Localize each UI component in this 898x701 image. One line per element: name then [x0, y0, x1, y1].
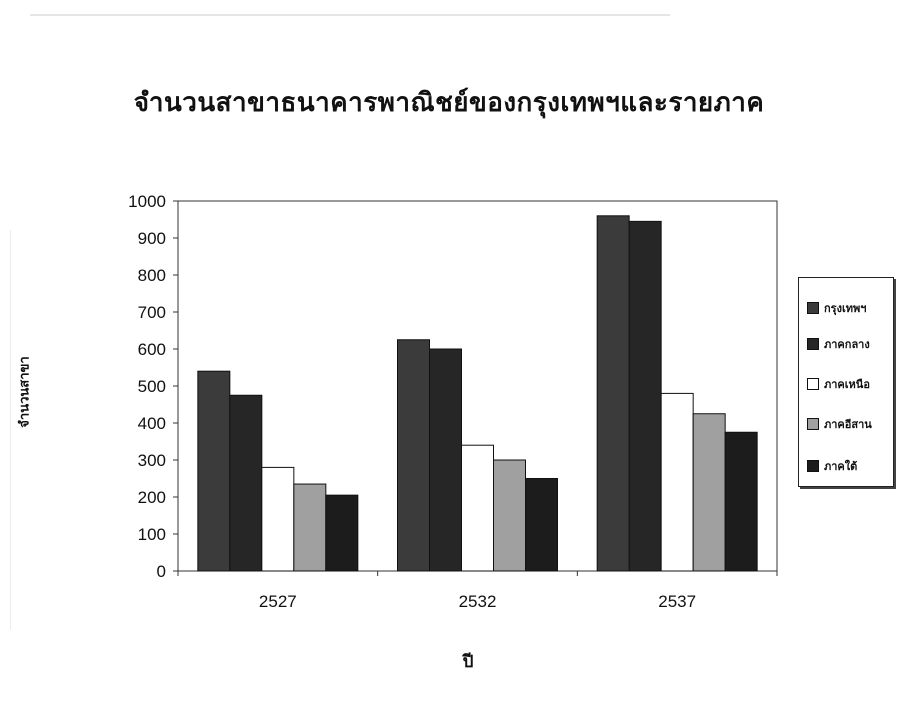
legend-label: ภาคกลาง [824, 338, 870, 351]
bar-2532-series-2 [461, 444, 494, 572]
legend-label: ภาคอีสาน [824, 418, 872, 431]
legend-item: ภาคกลาง [807, 336, 870, 352]
legend-swatch [807, 302, 819, 314]
y-tick-label: 300 [138, 451, 166, 470]
bar-2537-series-2 [660, 392, 694, 572]
y-tick-label: 600 [138, 340, 166, 359]
legend-item: ภาคอีสาน [807, 416, 872, 432]
bar-2532-series-4 [525, 478, 558, 572]
y-tick-label: 0 [157, 562, 166, 581]
bar-2527-series-2 [261, 466, 295, 572]
y-tick-label: 800 [138, 266, 166, 285]
x-tick-label: 2537 [658, 592, 696, 611]
x-axis-label: ปี [462, 652, 474, 672]
legend-label: ภาคใต้ [824, 460, 858, 473]
legend-swatch [807, 378, 819, 390]
legend-swatch [807, 338, 819, 350]
bar-2532-series-0 [397, 339, 430, 572]
bars [197, 215, 758, 572]
legend-item: กรุงเทพฯ [807, 300, 866, 316]
y-tick-label: 1000 [128, 192, 166, 211]
bar-2537-series-1 [628, 220, 662, 572]
bar-2537-series-0 [596, 215, 630, 572]
x-axis-ticks: 2527 2532 2537 [177, 571, 778, 611]
bar-2532-series-1 [429, 348, 462, 572]
y-tick-label: 100 [138, 525, 166, 544]
legend-swatch [807, 460, 819, 472]
x-tick-label: 2532 [459, 592, 497, 611]
y-tick-label: 500 [138, 377, 166, 396]
bar-2527-series-1 [229, 394, 263, 572]
legend-item: ภาคเหนือ [807, 376, 870, 392]
bar-2532-series-3 [493, 459, 526, 572]
y-tick-label: 200 [138, 488, 166, 507]
y-tick-label: 700 [138, 303, 166, 322]
bar-2527-series-3 [293, 483, 327, 572]
legend-swatch [807, 418, 819, 430]
legend-item: ภาคใต้ [807, 458, 857, 474]
bar-2527-series-0 [197, 370, 231, 572]
y-tick-label: 900 [138, 229, 166, 248]
chart-title: จำนวนสาขาธนาคารพาณิชย์ของกรุงเทพฯและรายภ… [133, 88, 765, 118]
legend-label: ภาคเหนือ [824, 378, 870, 391]
x-tick-label: 2527 [259, 592, 297, 611]
legend-label: กรุงเทพฯ [824, 302, 867, 315]
top-border-line [30, 14, 670, 16]
bar-2537-series-3 [692, 413, 726, 572]
bar-2537-series-4 [724, 431, 758, 572]
legend: กรุงเทพฯภาคกลางภาคเหนือภาคอีสานภาคใต้ [798, 277, 894, 487]
y-tick-label: 400 [138, 414, 166, 433]
y-axis-ticks: 0 100 200 300 400 500 600 700 800 900 1000 [128, 192, 178, 581]
bar-2527-series-4 [325, 494, 359, 572]
left-edge-line [10, 230, 11, 630]
